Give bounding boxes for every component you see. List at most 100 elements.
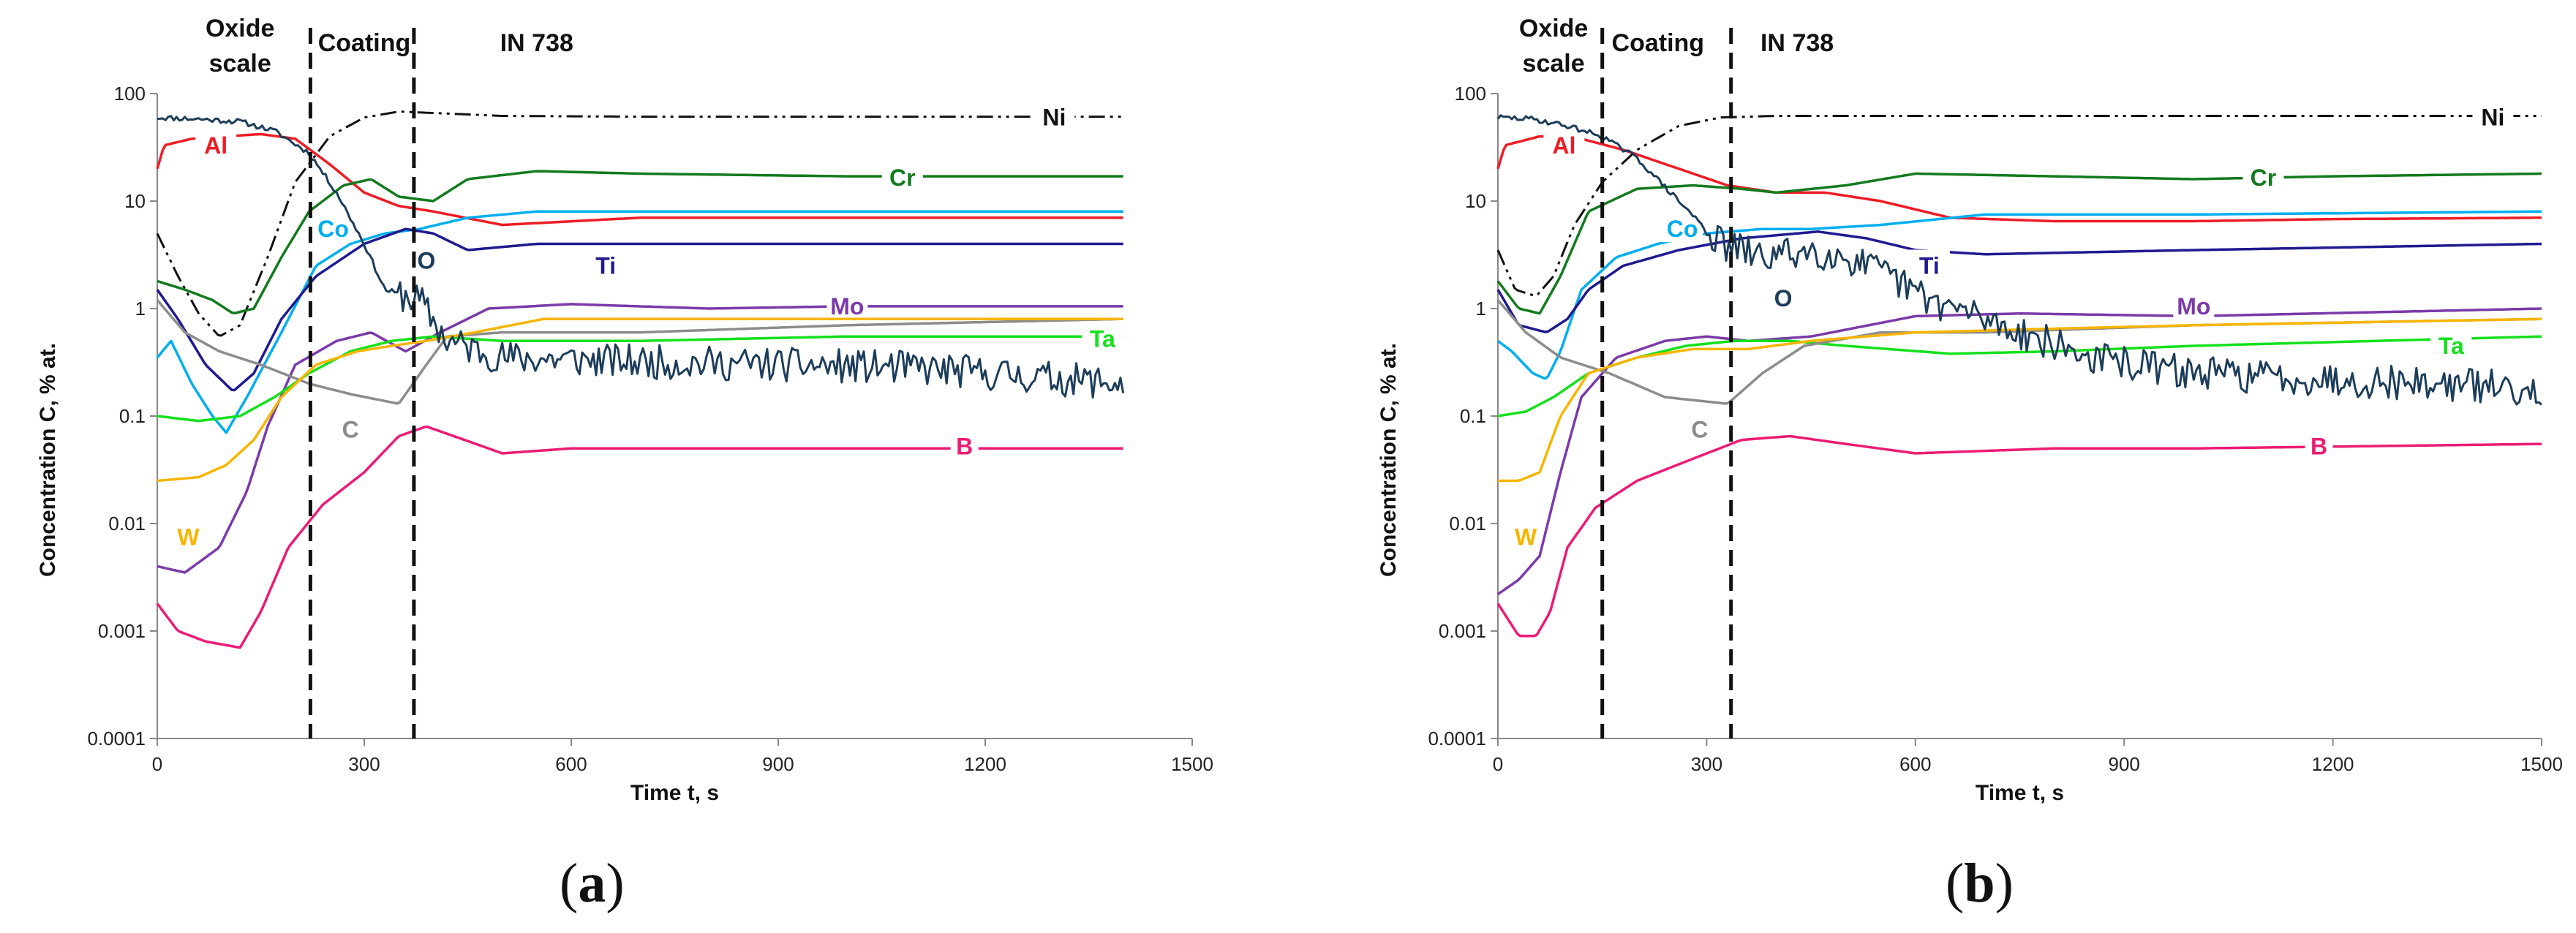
- series-line-ni: [1496, 115, 2542, 297]
- region-label-oxide: Oxide: [206, 15, 274, 42]
- series-line-cr: [157, 170, 1123, 315]
- series-label-co: Co: [1667, 216, 1698, 242]
- series-label-bg: [1033, 101, 1075, 131]
- y-tick-label: 0.01: [108, 513, 146, 535]
- x-tick-label: 300: [348, 753, 380, 775]
- series-label-bg: [336, 413, 365, 443]
- series-label-bg: [2305, 430, 2333, 460]
- series-line-mo: [1496, 307, 2542, 596]
- series-label-w: W: [177, 524, 200, 550]
- series-label-al: Al: [204, 132, 227, 159]
- x-axis-title: Time t, s: [1976, 781, 2064, 805]
- y-tick-label: 1: [1476, 298, 1486, 320]
- series-label-bg: [2173, 290, 2215, 320]
- y-tick-label: 0.0001: [1428, 728, 1486, 749]
- series-label-bg: [174, 521, 203, 551]
- series-line-cr: [1496, 172, 2542, 315]
- x-tick-label: 300: [1691, 753, 1722, 775]
- series-label-bg: [312, 213, 354, 243]
- series-label-bg: [950, 430, 979, 460]
- series-line-ti: [1496, 230, 2542, 333]
- series-line-ta: [1497, 335, 2542, 418]
- region-label-coating: Coating: [318, 29, 411, 57]
- series-line-o: [157, 115, 1125, 399]
- series-label-cr: Cr: [2251, 165, 2277, 191]
- x-tick-label: 0: [152, 753, 162, 775]
- region-label-oxide: Oxide: [1519, 15, 1588, 42]
- y-tick-label: 1: [135, 298, 146, 320]
- region-label-scale: scale: [1523, 50, 1585, 78]
- panel-label-b: (b): [1946, 853, 2014, 914]
- series-label-bg: [1512, 521, 1540, 551]
- series-label-bg: [195, 129, 237, 159]
- y-tick-label: 0.001: [1439, 620, 1486, 642]
- series-label-ta: Ta: [2438, 333, 2464, 359]
- series-label-ni: Ni: [1042, 105, 1066, 131]
- y-tick-label: 0.001: [98, 620, 146, 642]
- series-label-o: O: [417, 247, 435, 273]
- y-tick-label: 0.01: [1449, 513, 1486, 535]
- x-tick-label: 900: [2109, 753, 2140, 775]
- series-label-ta: Ta: [1090, 326, 1115, 352]
- series-line-al: [156, 132, 1123, 227]
- series-line-ni: [156, 110, 1123, 337]
- series-label-bg: [412, 244, 440, 274]
- series-label-cr: Cr: [889, 165, 916, 191]
- x-tick-label: 600: [555, 753, 587, 775]
- series-label-bg: [1769, 282, 1798, 311]
- series-label-b: B: [2311, 434, 2327, 460]
- y-tick-label: 0.0001: [87, 728, 146, 749]
- y-tick-label: 0.1: [119, 405, 146, 427]
- series-line-b: [156, 426, 1123, 649]
- series-label-mo: Mo: [830, 293, 864, 320]
- chart-panel-b: 0.0001 0.001 0.01 0.1 1 10 100 0 300 600 900 1200 15…: [1376, 15, 2563, 805]
- series-label-bg: [826, 290, 868, 320]
- series-label-bg: [2242, 162, 2284, 192]
- series-label-mo: Mo: [2177, 293, 2210, 320]
- y-axis-title: Concentration C, % at.: [1376, 343, 1401, 577]
- series-label-bg: [1685, 413, 1714, 443]
- series-line-b: [1496, 434, 2542, 638]
- y-tick-label: 10: [124, 190, 146, 212]
- series-line-w: [157, 317, 1123, 483]
- series-label-al: Al: [1552, 132, 1575, 159]
- series-label-c: C: [342, 416, 359, 442]
- series-line-ta: [157, 335, 1123, 423]
- panel-label-a: (a): [560, 853, 625, 914]
- region-label-coating: Coating: [1612, 29, 1705, 57]
- series-label-c: C: [1691, 416, 1708, 442]
- region-label-scale: scale: [209, 50, 271, 78]
- series-line-c: [156, 299, 1123, 405]
- series-line-mo: [157, 303, 1123, 574]
- y-tick-label: 10: [1465, 190, 1486, 212]
- series-line-co: [156, 210, 1123, 434]
- series-label-ti: Ti: [595, 253, 616, 279]
- y-axis-title: Concentration C, % at.: [36, 343, 60, 577]
- series-line-ti: [156, 227, 1123, 392]
- series-label-bg: [1543, 129, 1585, 159]
- series-label-bg: [1908, 249, 1950, 279]
- x-tick-label: 600: [1899, 753, 1931, 775]
- x-tick-label: 1500: [2520, 753, 2563, 775]
- series-line-o: [1496, 114, 2542, 406]
- series-label-bg: [881, 162, 923, 192]
- series-label-o: O: [1774, 285, 1793, 311]
- x-tick-label: 1200: [964, 753, 1006, 775]
- series-label-co: Co: [317, 216, 349, 242]
- series-label-bg: [1082, 322, 1123, 352]
- series-label-ti: Ti: [1919, 253, 1940, 279]
- region-label-in738: IN 738: [500, 29, 573, 57]
- x-tick-label: 1500: [1171, 753, 1213, 775]
- x-tick-label: 0: [1493, 753, 1503, 775]
- y-tick-label: 0.1: [1460, 405, 1486, 427]
- chart-panel-a: 0.0001 0.001 0.01 0.1 1 10 100 0 300 600 900 1200 15…: [36, 15, 1213, 805]
- series-label-bg: [585, 249, 627, 279]
- series-label-bg: [2472, 101, 2514, 131]
- x-axis-title: Time t, s: [630, 781, 719, 805]
- x-tick-label: 900: [762, 753, 794, 775]
- y-tick-label: 100: [1455, 83, 1486, 105]
- region-label-in738: IN 738: [1760, 29, 1834, 57]
- series-label-bg: [2430, 329, 2472, 359]
